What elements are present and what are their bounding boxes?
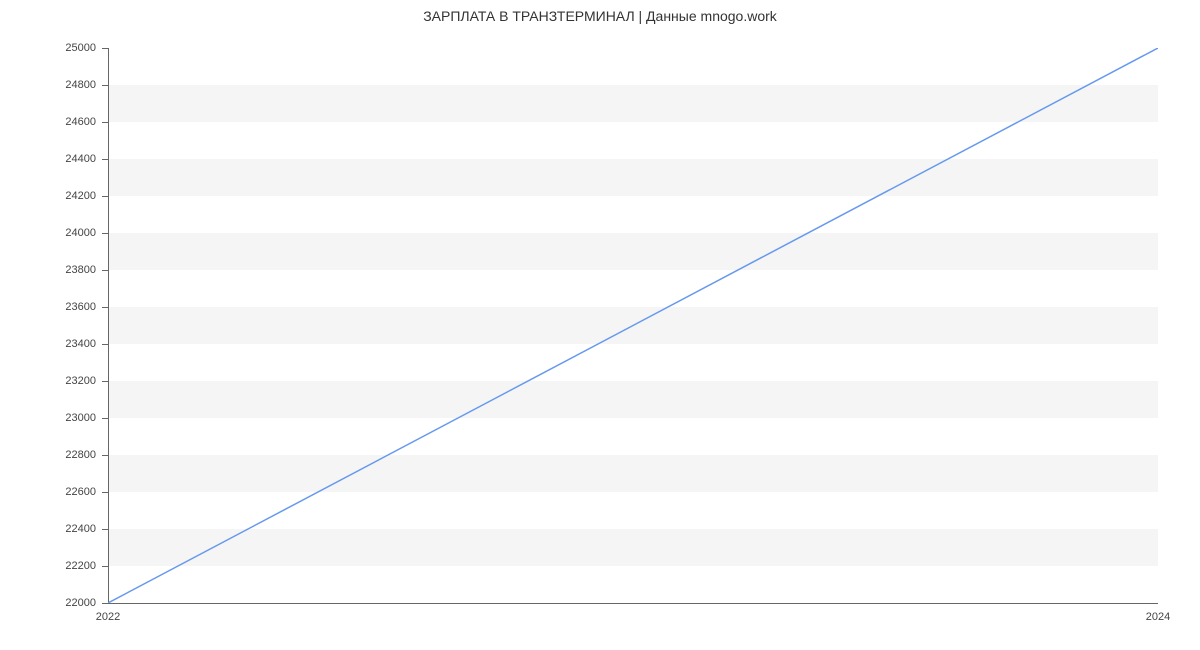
y-tick-label: 24200	[36, 190, 96, 202]
chart-title: ЗАРПЛАТА В ТРАНЗТЕРМИНАЛ | Данные mnogo.…	[0, 8, 1200, 24]
y-tick-label: 22600	[36, 486, 96, 498]
y-tick-label: 22000	[36, 597, 96, 609]
y-tick-label: 24800	[36, 79, 96, 91]
y-tick-label: 22800	[36, 449, 96, 461]
plot-area: 2200022200224002260022800230002320023400…	[108, 48, 1158, 603]
y-tick-label: 25000	[36, 42, 96, 54]
y-tick-label: 23000	[36, 412, 96, 424]
y-tick-label: 23800	[36, 264, 96, 276]
series-layer	[108, 48, 1158, 603]
y-tick-label: 23200	[36, 375, 96, 387]
x-tick-label: 2024	[1146, 611, 1170, 623]
y-tick-label: 24600	[36, 116, 96, 128]
y-tick-label: 24400	[36, 153, 96, 165]
x-axis-line	[108, 603, 1158, 604]
series-line-salary	[108, 48, 1158, 603]
y-tick-label: 23400	[36, 338, 96, 350]
y-tick-mark	[102, 603, 108, 604]
y-tick-label: 23600	[36, 301, 96, 313]
y-tick-label: 22400	[36, 523, 96, 535]
y-tick-label: 24000	[36, 227, 96, 239]
x-tick-label: 2022	[96, 611, 120, 623]
salary-line-chart: ЗАРПЛАТА В ТРАНЗТЕРМИНАЛ | Данные mnogo.…	[0, 0, 1200, 650]
y-tick-label: 22200	[36, 560, 96, 572]
